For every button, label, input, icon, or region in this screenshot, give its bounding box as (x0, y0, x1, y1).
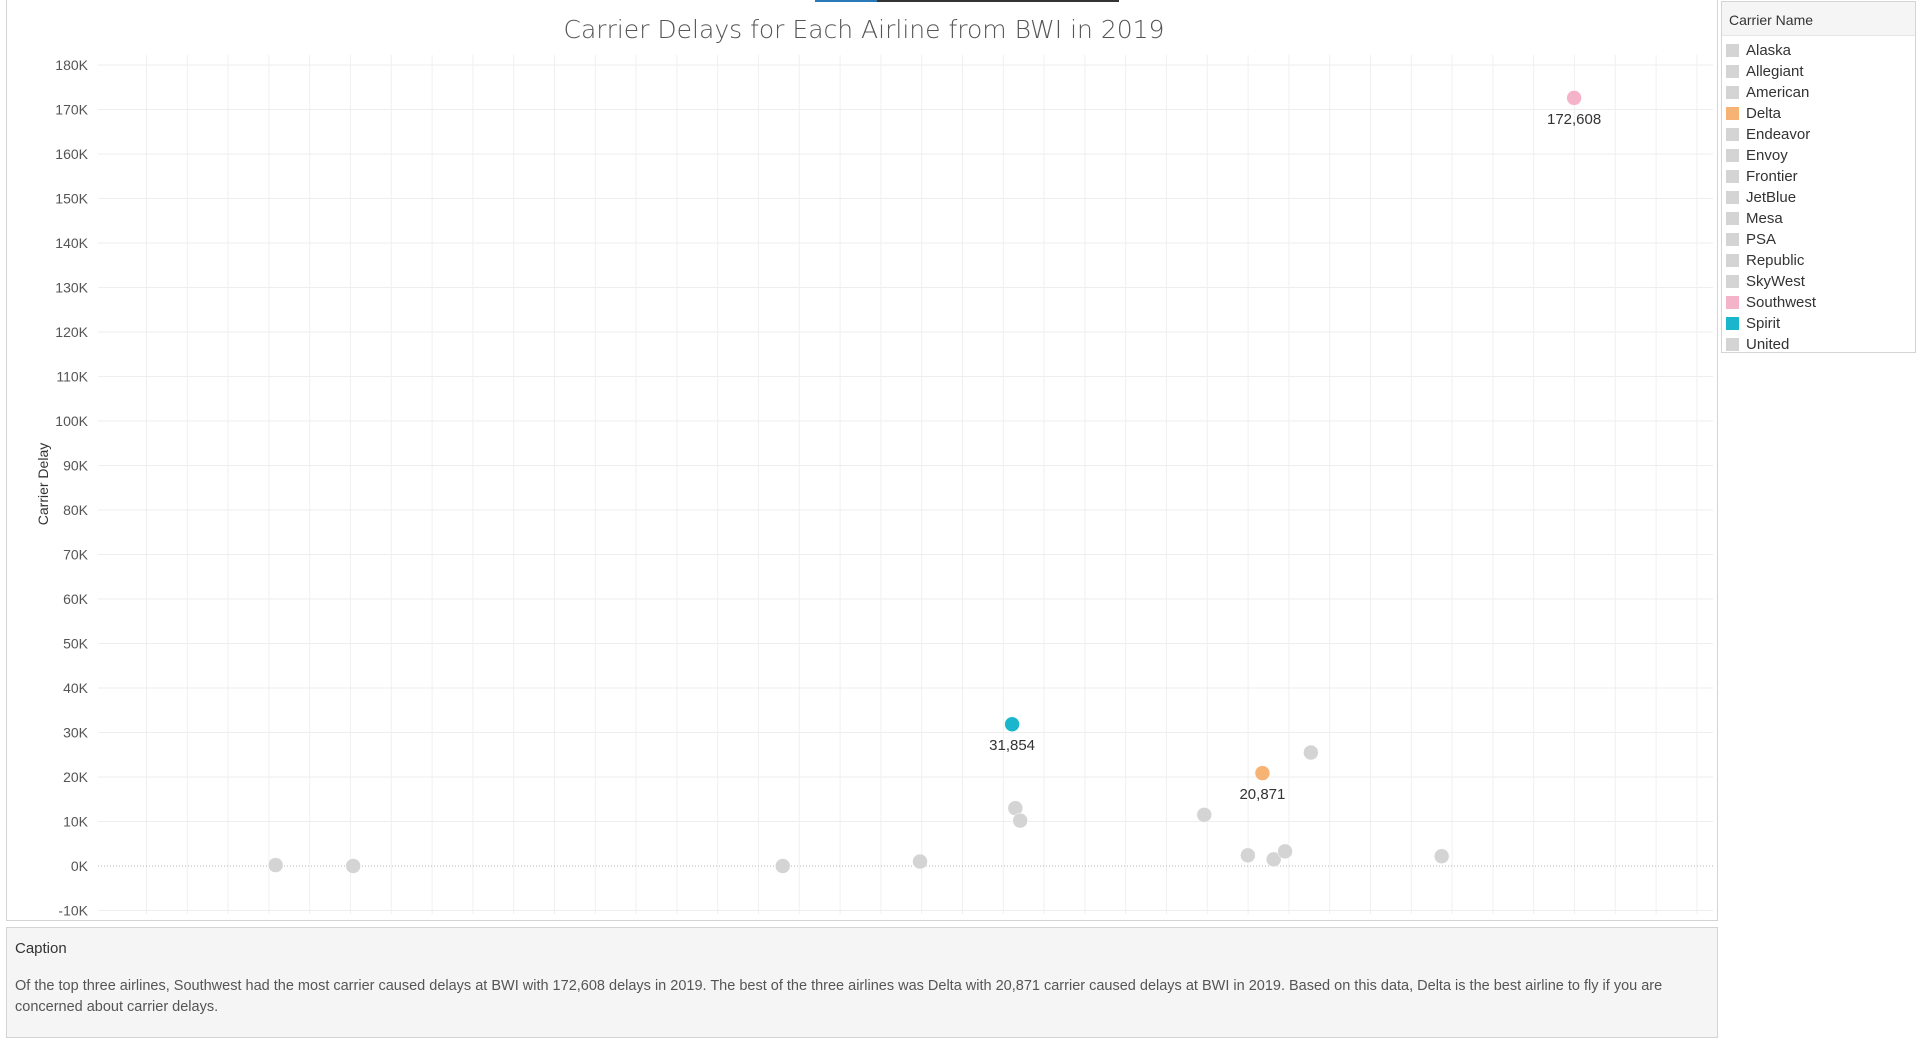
legend-item-envoy[interactable]: Envoy (1722, 145, 1915, 166)
y-tick-label: 10K (63, 814, 89, 830)
legend-swatch (1726, 296, 1739, 309)
y-tick-label: 80K (63, 502, 89, 518)
legend-item-label: American (1746, 84, 1810, 101)
y-tick-label: -10K (58, 903, 88, 919)
tab-indicator-active (815, 0, 877, 2)
legend-item-label: PSA (1746, 231, 1777, 248)
legend-list: Alaska Allegiant American Delta Endeavor Envo… (1722, 36, 1915, 355)
legend-item-allegiant[interactable]: Allegiant (1722, 61, 1915, 82)
legend-item-label: Alaska (1746, 42, 1792, 59)
legend-item-label: Southwest (1746, 294, 1817, 311)
y-tick-label: 60K (63, 591, 89, 607)
y-tick-label: 170K (55, 102, 88, 118)
legend-item-label: SkyWest (1746, 273, 1805, 290)
legend-swatch (1726, 212, 1739, 225)
legend-item-frontier[interactable]: Frontier (1722, 166, 1915, 187)
caption-title: Caption (15, 940, 67, 957)
data-point[interactable] (1240, 847, 1256, 864)
y-tick-label: 160K (55, 146, 88, 162)
data-point[interactable] (267, 857, 284, 873)
legend-item-label: United (1746, 336, 1790, 353)
legend-item-label: Republic (1746, 252, 1805, 269)
legend-swatch (1726, 275, 1739, 288)
data-labels: 31,854 20,871 172,608 (989, 111, 1601, 803)
data-point[interactable] (1265, 851, 1282, 868)
legend-item-jetblue[interactable]: JetBlue (1722, 187, 1915, 208)
y-axis-title: Carrier Delay (35, 443, 51, 525)
y-tick-label: 70K (63, 547, 89, 563)
legend-item-delta[interactable]: Delta (1722, 103, 1915, 124)
data-point[interactable] (1004, 716, 1020, 732)
caption-panel: Caption Of the top three airlines, South… (6, 927, 1718, 1038)
data-point[interactable] (1566, 90, 1582, 106)
data-point[interactable] (1433, 848, 1450, 864)
tab-indicator (877, 0, 1119, 2)
data-point[interactable] (912, 853, 928, 870)
y-tick-label: 120K (55, 324, 88, 340)
legend-item-alaska[interactable]: Alaska (1722, 40, 1915, 61)
legend-item-united[interactable]: United (1722, 334, 1915, 355)
y-tick-label: 90K (63, 458, 89, 474)
legend-item-label: Delta (1746, 105, 1782, 122)
legend-item-mesa[interactable]: Mesa (1722, 208, 1915, 229)
legend-item-label: Allegiant (1746, 63, 1804, 80)
chart-pane[interactable]: -10K 0K 10K 20K 30K 40K 50K 60K 70K 80K 90K 100K 110… (6, 0, 1718, 921)
data-point[interactable] (1196, 807, 1213, 823)
legend-swatch (1726, 254, 1739, 267)
gridlines (98, 55, 1713, 914)
legend-item-label: Envoy (1746, 147, 1788, 164)
data-label: 31,854 (989, 737, 1035, 754)
legend-item-american[interactable]: American (1722, 82, 1915, 103)
y-tick-label: 30K (63, 725, 89, 741)
y-tick-label: 150K (55, 191, 88, 207)
legend-swatch (1726, 233, 1739, 246)
legend-item-label: Endeavor (1746, 126, 1811, 143)
legend-item-spirit[interactable]: Spirit (1722, 313, 1915, 334)
y-tick-label: 110K (56, 369, 88, 385)
y-tick-label: 50K (63, 636, 89, 652)
legend-swatch (1726, 338, 1739, 351)
y-tick-label: 140K (55, 235, 88, 251)
legend-item-label: Frontier (1746, 168, 1798, 185)
y-tick-label: 130K (55, 280, 88, 296)
legend-item-skywest[interactable]: SkyWest (1722, 271, 1915, 292)
data-label: 172,608 (1547, 111, 1601, 128)
legend-swatch (1726, 65, 1739, 78)
legend-item-endeavor[interactable]: Endeavor (1722, 124, 1915, 145)
y-tick-label: 100K (55, 413, 88, 429)
legend-item-southwest[interactable]: Southwest (1722, 292, 1915, 313)
data-points[interactable] (267, 90, 1582, 874)
legend-swatch (1726, 44, 1739, 57)
data-point[interactable] (1277, 843, 1293, 860)
data-point[interactable] (345, 858, 361, 874)
legend-swatch (1726, 317, 1739, 330)
legend-swatch (1726, 86, 1739, 99)
caption-text: Of the top three airlines, Southwest had… (15, 978, 1663, 1015)
data-point[interactable] (1012, 812, 1028, 829)
legend-swatch (1726, 149, 1739, 162)
legend-swatch (1726, 170, 1739, 183)
y-axis: -10K 0K 10K 20K 30K 40K 50K 60K 70K 80K 90K 100K 110… (55, 57, 88, 919)
y-tick-label: 0K (71, 858, 89, 874)
legend-item-label: Spirit (1746, 315, 1781, 332)
data-point[interactable] (1303, 744, 1319, 761)
data-point[interactable] (775, 858, 791, 874)
legend: Carrier Name Alaska Allegiant American Delt… (1721, 1, 1916, 353)
y-tick-label: 40K (63, 680, 89, 696)
scatter-chart[interactable]: -10K 0K 10K 20K 30K 40K 50K 60K 70K 80K 90K 100K 110… (7, 0, 1719, 921)
legend-swatch (1726, 107, 1739, 120)
legend-swatch (1726, 128, 1739, 141)
legend-item-label: Mesa (1746, 210, 1783, 227)
legend-item-label: JetBlue (1746, 189, 1797, 206)
data-label: 20,871 (1239, 786, 1285, 803)
legend-item-psa[interactable]: PSA (1722, 229, 1915, 250)
y-tick-label: 180K (55, 57, 88, 73)
legend-swatch (1726, 191, 1739, 204)
data-point[interactable] (1254, 765, 1271, 781)
legend-item-republic[interactable]: Republic (1722, 250, 1915, 271)
chart-title: Carrier Delays for Each Airline from BWI… (564, 15, 1165, 44)
legend-title: Carrier Name (1722, 2, 1915, 36)
y-tick-label: 20K (63, 769, 89, 785)
